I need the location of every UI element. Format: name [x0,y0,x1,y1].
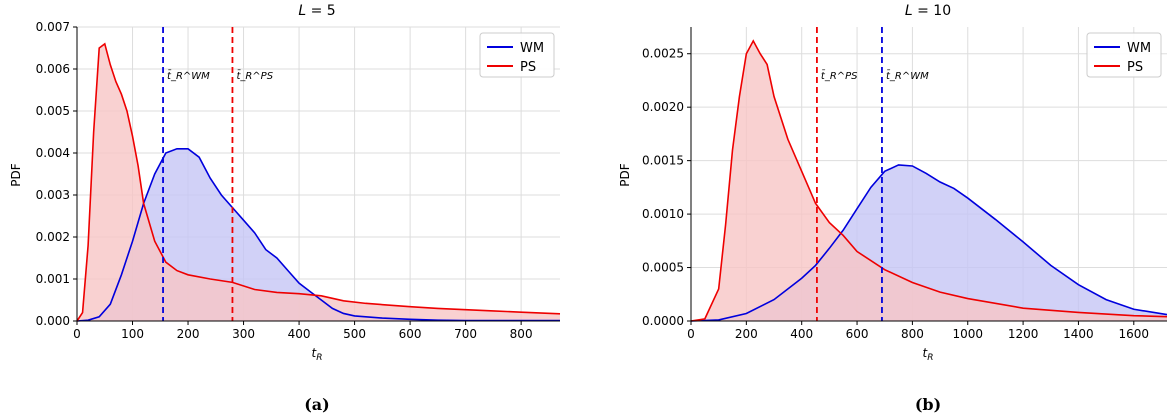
x-tick-label: 0 [687,327,695,341]
x-tick-label: 200 [735,327,758,341]
x-tick-label: 300 [232,327,255,341]
y-axis-label: PDF [9,163,23,186]
mean-line-label: t̄_R^WM [886,69,929,82]
chart-title: L = 10 [905,3,951,19]
series-area-ps [77,43,560,322]
x-tick-label: 800 [901,327,924,341]
x-tick-label: 600 [846,327,869,341]
legend-label: PS [520,60,536,75]
x-tick-label: 1000 [952,327,983,341]
x-tick-label: 100 [121,327,144,341]
x-tick-label: 200 [177,327,200,341]
legend: WM PS [1086,32,1162,78]
x-tick-label: 1600 [1119,327,1150,341]
x-tick-label: 600 [399,327,422,341]
y-tick-label: 0.002 [36,230,70,244]
x-axis-label: tR [923,346,934,363]
x-tick-label: 1400 [1063,327,1094,341]
x-tick-label: 400 [790,327,813,341]
y-tick-label: 0.0000 [642,314,684,328]
panel-label: (a) [304,395,330,414]
chart-title: L = 5 [298,3,335,19]
y-tick-label: 0.005 [36,104,70,118]
chart-panel-a: L = 5 PDF tR (a) t̄_R^WM t̄_R^PS 0 100 200 30… [9,3,561,414]
chart-panel-b: L = 10 PDF tR (b) t̄_R^PS t̄_R^WM 0 200 400 6… [618,3,1167,414]
y-tick-label: 0.0020 [642,100,684,114]
y-tick-label: 0.0015 [642,154,684,168]
y-tick-label: 0.007 [36,20,70,34]
legend: WM PS [479,32,555,78]
y-tick-label: 0.0025 [642,47,684,61]
x-tick-label: 700 [454,327,477,341]
y-axis-label: PDF [618,163,632,186]
panel-label: (b) [915,395,941,414]
series-line-wm [690,164,1167,322]
y-tick-label: 0.000 [36,314,70,328]
x-tick-label: 0 [73,327,81,341]
x-axis-label: tR [312,346,323,363]
y-tick-label: 0.004 [36,146,70,160]
y-tick-label: 0.006 [36,62,70,76]
mean-line-label: t̄_R^PS [236,69,273,82]
x-tick-label: 500 [343,327,366,341]
y-tick-label: 0.001 [36,272,70,286]
series-line-ps [76,42,561,322]
y-tick-label: 0.0010 [642,207,684,221]
y-tick-label: 0.0005 [642,261,684,275]
legend-label: WM [520,41,544,56]
legend-label: PS [1127,60,1143,75]
mean-line-label: t̄_R^PS [821,69,858,82]
y-tick-label: 0.003 [36,188,70,202]
legend-label: WM [1127,41,1151,56]
mean-line-label: t̄_R^WM [167,69,210,82]
x-tick-label: 400 [288,327,311,341]
series-line-ps [690,39,1167,322]
x-tick-label: 800 [510,327,533,341]
series-area-ps [691,40,1167,321]
series-line-wm [76,148,560,322]
x-tick-label: 1200 [1008,327,1039,341]
